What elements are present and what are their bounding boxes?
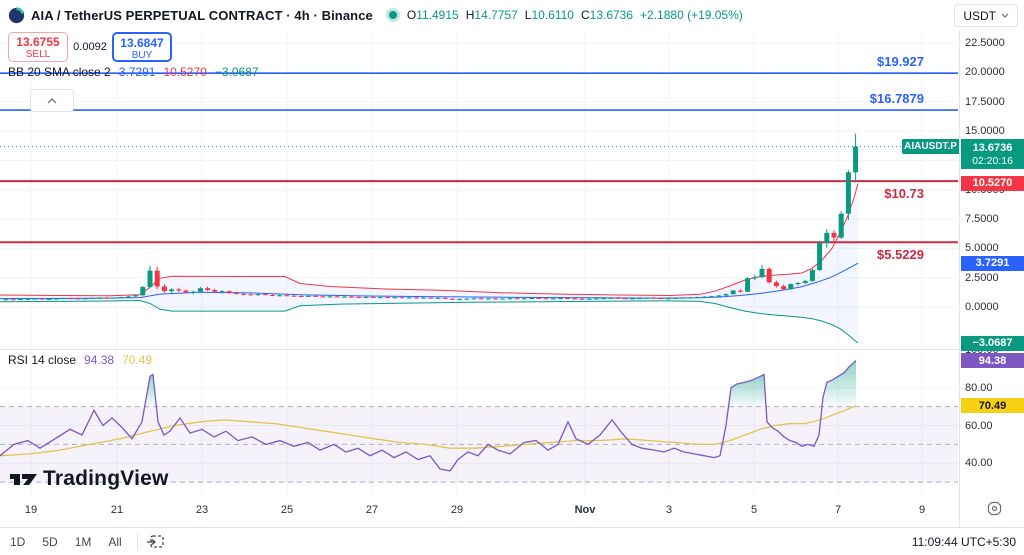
order-panel: 13.6755 SELL 0.0092 13.6847 BUY <box>8 32 172 62</box>
toolbar-divider <box>136 533 138 550</box>
low-label: L <box>524 8 532 22</box>
time-tick-label: Nov <box>574 504 596 516</box>
bb-lower-value: −3.0687 <box>214 65 259 79</box>
last-price-value: 13.6736 <box>972 141 1013 154</box>
price-tick-label: 22.5000 <box>965 37 1005 49</box>
change-value: +2.1880 (+19.05%) <box>640 8 743 22</box>
price-tick-label: 17.5000 <box>965 95 1005 108</box>
open-label: O <box>406 8 417 22</box>
currency-label: USDT <box>963 8 996 23</box>
rsi-tick-label: 80.00 <box>965 381 993 394</box>
rsi-ma-tag: 70.49 <box>961 398 1024 414</box>
price-tick-label: 5.0000 <box>965 242 999 255</box>
price-line-label: $5.5229 <box>877 247 924 263</box>
axis-settings-gear-icon[interactable] <box>986 500 1003 517</box>
tradingview-watermark-text: TradingView <box>43 467 169 490</box>
price-line-label: $10.73 <box>884 186 924 202</box>
chevron-up-icon <box>47 97 57 103</box>
time-tick-label: 7 <box>834 504 842 516</box>
time-tick-label: 29 <box>450 504 464 516</box>
open-value: 11.4915 <box>416 8 459 22</box>
price-line-label: $16.7879 <box>869 91 924 107</box>
sell-label: SELL <box>25 49 51 60</box>
range-button-5d[interactable]: 5D <box>42 534 58 549</box>
bb-upper-value: 10.5270 <box>163 65 207 79</box>
time-tick-label: 9 <box>918 504 926 516</box>
range-button-1m[interactable]: 1M <box>74 534 92 549</box>
bottom-toolbar: 1D 5D 1M All 11:09:44 UTC+5:30 <box>0 527 1024 555</box>
rsi-indicator-legend: RSI 14 close 94.38 70.49 <box>8 353 152 367</box>
legend-collapse-button[interactable] <box>30 89 74 112</box>
sell-price: 13.6755 <box>16 35 60 49</box>
market-status-dot-icon[interactable] <box>388 11 397 19</box>
spread-value: 0.0092 <box>73 41 107 53</box>
last-price-tag: 13.6736 02:20:16 <box>961 139 1024 170</box>
rsi-indicator-name[interactable]: RSI 14 close <box>8 353 77 367</box>
ohlc-readout: O11.4915 H14.7757 L10.6110 C13.6736 +2.1… <box>407 8 743 22</box>
price-tick-label: 2.5000 <box>965 271 999 284</box>
bb-upper-tag: 10.5270 <box>961 175 1024 191</box>
symbol-price-flag: AIAUSDT.P <box>902 139 959 154</box>
time-tick-label: 25 <box>280 504 294 516</box>
price-tick-label: 20.0000 <box>965 66 1005 79</box>
time-tick-label: 3 <box>665 504 673 516</box>
chevron-down-icon <box>1001 13 1009 18</box>
bb-basis-tag: 3.7291 <box>961 255 1024 271</box>
sell-button[interactable]: 13.6755 SELL <box>8 32 68 62</box>
high-value: 14.7757 <box>474 8 518 22</box>
rsi-tick-label: 60.00 <box>965 419 993 432</box>
symbol-logo-icon <box>8 6 25 23</box>
tradingview-logo-icon <box>10 473 37 485</box>
low-value: 10.6110 <box>531 8 574 22</box>
bar-countdown: 02:20:16 <box>972 154 1013 167</box>
rsi-tag: 94.38 <box>961 353 1024 369</box>
high-label: H <box>465 8 475 22</box>
close-value: 13.6736 <box>589 8 634 22</box>
bb-basis-value: 3.7291 <box>118 65 156 79</box>
price-axis[interactable]: 22.500020.000017.500015.000012.500010.00… <box>959 30 1024 527</box>
buy-price: 13.6847 <box>120 36 164 50</box>
bb-lower-tag: −3.0687 <box>961 335 1024 351</box>
time-tick-label: 23 <box>195 504 209 516</box>
time-tick-label: 27 <box>365 504 379 516</box>
chart-header: AIA / TetherUS PERPETUAL CONTRACT · 4h ·… <box>0 0 1024 30</box>
buy-label: BUY <box>131 50 153 61</box>
time-tick-label: 19 <box>24 504 38 516</box>
price-tick-label: 15.0000 <box>965 125 1005 137</box>
buy-button[interactable]: 13.6847 BUY <box>112 32 172 62</box>
clock-timezone[interactable]: 11:09:44 UTC+5:30 <box>911 534 1016 549</box>
time-tick-label: 21 <box>110 504 124 516</box>
range-button-1d[interactable]: 1D <box>10 534 26 549</box>
price-tick-label: 0.0000 <box>965 301 999 313</box>
time-axis[interactable]: 19 21 23 25 27 29 Nov 3 5 7 9 <box>0 495 959 527</box>
go-to-date-icon[interactable] <box>146 533 165 550</box>
currency-selector-button[interactable]: USDT <box>954 4 1018 27</box>
symbol-title[interactable]: AIA / TetherUS PERPETUAL CONTRACT · 4h ·… <box>31 7 373 23</box>
range-button-all[interactable]: All <box>108 534 122 549</box>
tradingview-watermark: TradingView <box>10 467 169 491</box>
close-label: C <box>580 8 590 22</box>
rsi-tick-label: 40.00 <box>965 457 993 470</box>
bb-indicator-legend: BB 20 SMA close 2 3.7291 10.5270 −3.0687 <box>8 65 259 79</box>
time-tick-label: 5 <box>750 504 758 516</box>
rsi-ma-value: 70.49 <box>122 353 153 367</box>
price-line-label: $19.927 <box>877 54 924 70</box>
rsi-value: 94.38 <box>84 353 115 367</box>
price-tick-label: 7.5000 <box>965 213 999 225</box>
bb-indicator-name[interactable]: BB 20 SMA close 2 <box>8 65 111 79</box>
pane-divider[interactable] <box>0 349 959 350</box>
